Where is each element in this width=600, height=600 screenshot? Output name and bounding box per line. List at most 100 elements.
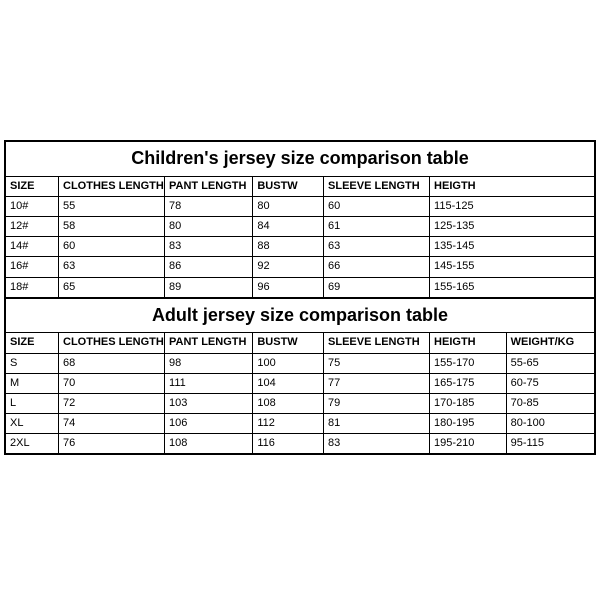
cell: 108: [165, 434, 253, 454]
table-row: 10# 55 78 80 60 115-125: [6, 196, 595, 216]
table-row: XL 74 106 112 81 180-195 80-100: [6, 414, 595, 434]
table-row: 16# 63 86 92 66 145-155: [6, 257, 595, 277]
col-bust: BUSTW: [253, 333, 324, 353]
children-title: Children's jersey size comparison table: [6, 142, 595, 177]
page-wrap: Children's jersey size comparison table …: [0, 0, 600, 600]
cell: 155-170: [430, 353, 507, 373]
col-sleeve: SLEEVE LENGTH: [324, 176, 430, 196]
col-sleeve: SLEEVE LENGTH: [324, 333, 430, 353]
cell: 70: [59, 373, 165, 393]
table-row: M 70 111 104 77 165-175 60-75: [6, 373, 595, 393]
cell: 68: [59, 353, 165, 373]
cell: 135-145: [430, 237, 595, 257]
table-row: 14# 60 83 88 63 135-145: [6, 237, 595, 257]
cell: 70-85: [506, 393, 594, 413]
table-row: 18# 65 89 96 69 155-165: [6, 277, 595, 297]
cell: 80: [165, 216, 253, 236]
table-row: 12# 58 80 84 61 125-135: [6, 216, 595, 236]
cell: 76: [59, 434, 165, 454]
cell: 55: [59, 196, 165, 216]
cell: 106: [165, 414, 253, 434]
cell: 155-165: [430, 277, 595, 297]
cell: 95-115: [506, 434, 594, 454]
cell: 80-100: [506, 414, 594, 434]
cell: 60-75: [506, 373, 594, 393]
cell: S: [6, 353, 59, 373]
cell: 89: [165, 277, 253, 297]
cell: 84: [253, 216, 324, 236]
cell: 12#: [6, 216, 59, 236]
cell: 111: [165, 373, 253, 393]
cell: 72: [59, 393, 165, 413]
cell: 79: [324, 393, 430, 413]
cell: 112: [253, 414, 324, 434]
cell: 83: [165, 237, 253, 257]
cell: 78: [165, 196, 253, 216]
cell: 116: [253, 434, 324, 454]
col-pant: PANT LENGTH: [165, 176, 253, 196]
cell: 63: [59, 257, 165, 277]
col-size: SIZE: [6, 176, 59, 196]
children-table-block: Children's jersey size comparison table …: [5, 141, 595, 298]
cell: 65: [59, 277, 165, 297]
col-height: HEIGTH: [430, 176, 595, 196]
cell: 88: [253, 237, 324, 257]
cell: 69: [324, 277, 430, 297]
cell: 108: [253, 393, 324, 413]
cell: 100: [253, 353, 324, 373]
col-pant: PANT LENGTH: [165, 333, 253, 353]
cell: 66: [324, 257, 430, 277]
cell: 96: [253, 277, 324, 297]
children-header-row: SIZE CLOTHES LENGTH PANT LENGTH BUSTW SL…: [6, 176, 595, 196]
cell: XL: [6, 414, 59, 434]
cell: 16#: [6, 257, 59, 277]
cell: 74: [59, 414, 165, 434]
col-bust: BUSTW: [253, 176, 324, 196]
col-weight: WEIGHT/KG: [506, 333, 594, 353]
cell: 14#: [6, 237, 59, 257]
cell: 58: [59, 216, 165, 236]
cell: 10#: [6, 196, 59, 216]
cell: 86: [165, 257, 253, 277]
cell: 104: [253, 373, 324, 393]
cell: 165-175: [430, 373, 507, 393]
cell: M: [6, 373, 59, 393]
cell: L: [6, 393, 59, 413]
table-row: 2XL 76 108 116 83 195-210 95-115: [6, 434, 595, 454]
cell: 195-210: [430, 434, 507, 454]
cell: 61: [324, 216, 430, 236]
adult-title: Adult jersey size comparison table: [6, 298, 595, 333]
children-title-row: Children's jersey size comparison table: [6, 142, 595, 177]
cell: 125-135: [430, 216, 595, 236]
table-row: S 68 98 100 75 155-170 55-65: [6, 353, 595, 373]
cell: 81: [324, 414, 430, 434]
col-height: HEIGTH: [430, 333, 507, 353]
col-size: SIZE: [6, 333, 59, 353]
cell: 145-155: [430, 257, 595, 277]
adult-table-block: Adult jersey size comparison table SIZE …: [5, 298, 595, 455]
cell: 2XL: [6, 434, 59, 454]
col-clothes: CLOTHES LENGTH: [59, 176, 165, 196]
cell: 55-65: [506, 353, 594, 373]
col-clothes: CLOTHES LENGTH: [59, 333, 165, 353]
adult-table: Adult jersey size comparison table SIZE …: [5, 298, 595, 455]
tables-outer: Children's jersey size comparison table …: [4, 140, 596, 455]
cell: 60: [59, 237, 165, 257]
cell: 83: [324, 434, 430, 454]
cell: 103: [165, 393, 253, 413]
cell: 60: [324, 196, 430, 216]
cell: 77: [324, 373, 430, 393]
cell: 92: [253, 257, 324, 277]
cell: 75: [324, 353, 430, 373]
cell: 80: [253, 196, 324, 216]
adult-header-row: SIZE CLOTHES LENGTH PANT LENGTH BUSTW SL…: [6, 333, 595, 353]
cell: 63: [324, 237, 430, 257]
cell: 98: [165, 353, 253, 373]
cell: 115-125: [430, 196, 595, 216]
adult-title-row: Adult jersey size comparison table: [6, 298, 595, 333]
children-table: Children's jersey size comparison table …: [5, 141, 595, 298]
table-row: L 72 103 108 79 170-185 70-85: [6, 393, 595, 413]
cell: 180-195: [430, 414, 507, 434]
cell: 170-185: [430, 393, 507, 413]
cell: 18#: [6, 277, 59, 297]
